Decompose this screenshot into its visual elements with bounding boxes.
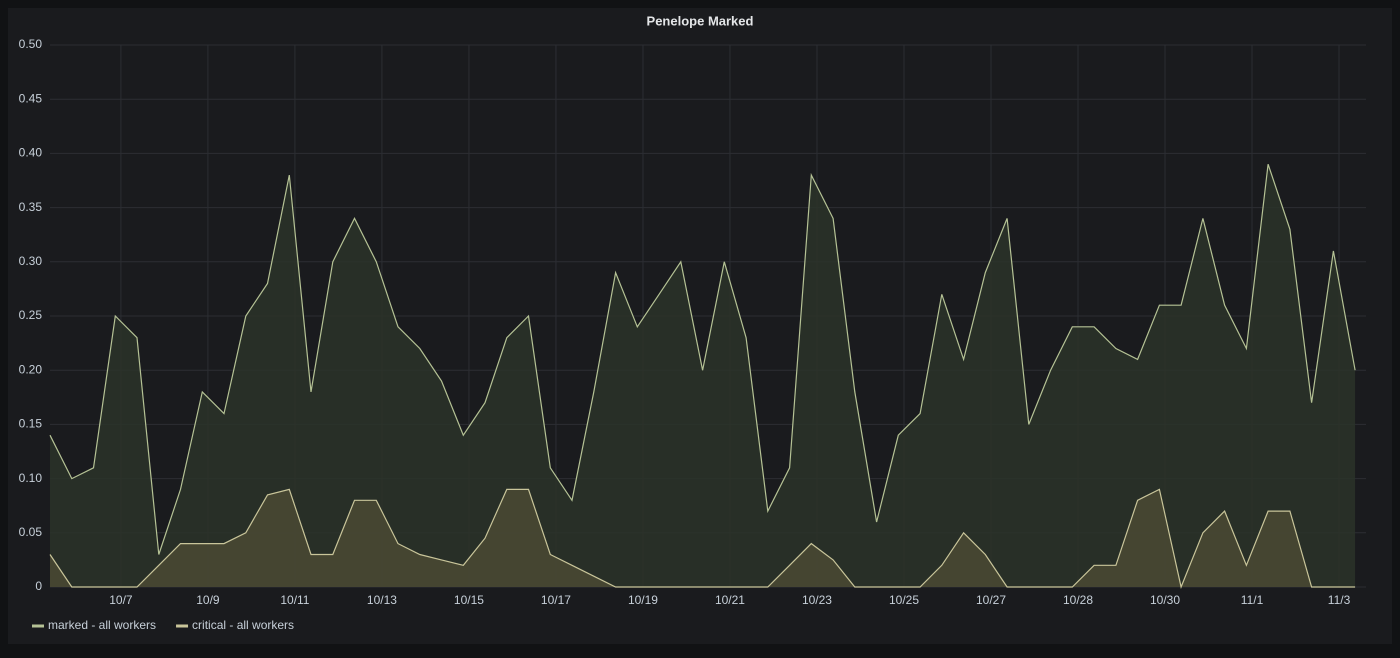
y-tick-label: 0.30 [19, 254, 43, 268]
chart-title: Penelope Marked [647, 13, 754, 28]
y-tick-label: 0.40 [19, 146, 43, 160]
x-tick-label: 10/21 [715, 593, 745, 607]
y-tick-label: 0.10 [19, 471, 43, 485]
legend-label: critical - all workers [192, 618, 294, 632]
y-tick-label: 0.05 [19, 525, 43, 539]
x-tick-label: 10/15 [454, 593, 484, 607]
y-tick-label: 0 [35, 579, 42, 593]
x-tick-label: 10/23 [802, 593, 832, 607]
y-tick-label: 0.20 [19, 362, 43, 376]
x-tick-label: 10/19 [628, 593, 658, 607]
area [50, 164, 1356, 587]
y-tick-label: 0.45 [19, 91, 43, 105]
legend-label: marked - all workers [48, 618, 156, 632]
x-tick-label: 10/17 [541, 593, 571, 607]
x-tick-label: 10/28 [1063, 593, 1093, 607]
x-tick-label: 11/1 [1241, 593, 1264, 607]
x-tick-label: 11/3 [1328, 593, 1351, 607]
x-tick-label: 10/25 [889, 593, 919, 607]
line [49, 488, 1356, 590]
x-tick-label: 10/27 [976, 593, 1006, 607]
x-tick-label: 10/11 [280, 593, 309, 607]
x-tick-label: 10/30 [1150, 593, 1180, 607]
x-tick-label: 10/13 [367, 593, 397, 607]
y-tick-label: 0.15 [19, 417, 43, 431]
y-tick-label: 0.35 [19, 200, 43, 214]
y-tick-label: 0.25 [19, 308, 43, 322]
area [50, 489, 1356, 587]
x-tick-label: 10/9 [196, 593, 220, 607]
line [49, 164, 1356, 555]
y-tick-label: 0.50 [19, 37, 43, 51]
x-tick-label: 10/7 [109, 593, 133, 607]
